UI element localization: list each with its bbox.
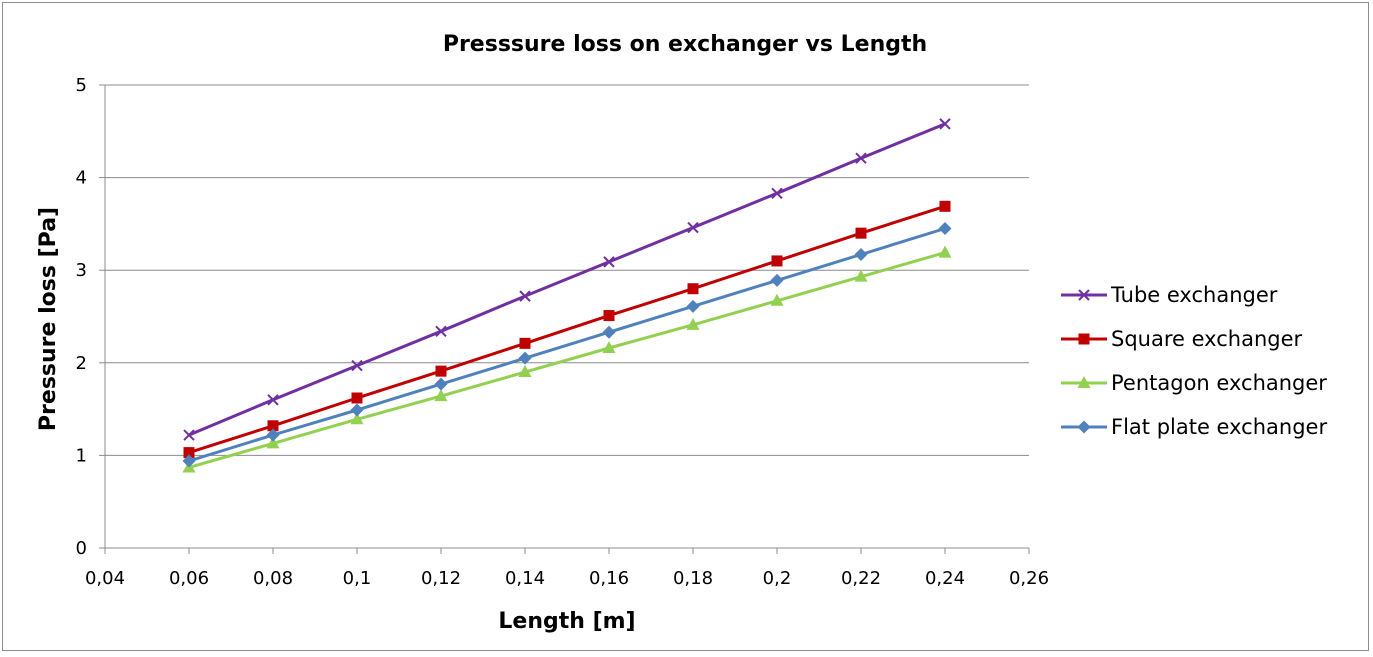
- data-point: [687, 221, 699, 234]
- legend: Tube exchanger Square exchanger Pentagon e…: [1061, 283, 1327, 439]
- data-point: [519, 290, 531, 302]
- data-point: [518, 365, 532, 378]
- data-point: [939, 200, 951, 212]
- data-point: [518, 351, 532, 365]
- y-tick-label: 5: [76, 75, 87, 96]
- x-tick-label: 0,06: [169, 568, 209, 589]
- series-line: [188, 251, 946, 469]
- series-square-exchanger: [183, 200, 951, 459]
- line-chart: Presssure loss on exchanger vs Length 0 1…: [36, 32, 1327, 634]
- x-tick-label: 0,12: [421, 568, 461, 589]
- data-point: [434, 377, 448, 391]
- data-point: [266, 436, 280, 449]
- x-tick-label: 0,04: [85, 568, 125, 589]
- x-tick-label: 0,08: [253, 568, 293, 589]
- x-tick-label: 0,26: [1009, 568, 1049, 589]
- marker-x-stroke: [1078, 289, 1090, 301]
- gridlines: [105, 84, 1029, 456]
- x-tick-labels: 0,04 0,06 0,08 0,1 0,12 0,14 0,16 0,18 0,2 0,22 0,…: [85, 568, 1049, 589]
- marker-x-stroke: [519, 290, 531, 302]
- legend-item: Pentagon exchanger: [1061, 371, 1327, 395]
- marker-x-stroke: [351, 359, 363, 372]
- data-point: [603, 310, 615, 322]
- legend-label: Flat plate exchanger: [1111, 415, 1327, 439]
- data-point: [770, 293, 784, 306]
- legend-marker: [1077, 376, 1091, 388]
- series-tube-exchanger: [183, 118, 951, 441]
- data-point: [266, 428, 280, 442]
- data-point: [434, 389, 448, 402]
- marker-x-stroke: [435, 325, 447, 338]
- series-line: [188, 227, 946, 463]
- legend-item: Square exchanger: [1061, 327, 1302, 351]
- data-point: [267, 420, 279, 432]
- data-point: [687, 283, 699, 295]
- data-point: [351, 392, 363, 404]
- legend-marker: [1078, 289, 1090, 301]
- y-tick-label: 2: [76, 353, 87, 374]
- marker-x-stroke: [939, 118, 951, 130]
- data-point: [938, 222, 952, 236]
- data-point: [519, 337, 531, 349]
- legend-label: Pentagon exchanger: [1111, 371, 1327, 395]
- x-tick-label: 0,1: [343, 568, 372, 589]
- y-tick-labels: 0 1 2 3 4 5: [76, 75, 87, 559]
- series-flat-plate-exchanger: [182, 222, 952, 468]
- axes: [99, 84, 1030, 554]
- x-axis-title: Length [m]: [498, 609, 635, 634]
- y-tick-label: 3: [76, 260, 87, 281]
- x-tick-label: 0,2: [763, 568, 792, 589]
- data-point: [602, 325, 616, 339]
- data-point: [603, 256, 615, 268]
- y-tick-label: 1: [76, 445, 87, 466]
- legend-item: Tube exchanger: [1061, 283, 1278, 307]
- data-point: [686, 317, 700, 330]
- series-line: [188, 204, 946, 455]
- data-point: [435, 325, 447, 338]
- plot-area: [182, 118, 952, 473]
- data-point: [855, 227, 867, 239]
- data-point: [350, 412, 364, 425]
- y-tick-label: 4: [76, 168, 87, 189]
- series-line: [188, 122, 946, 437]
- data-point: [435, 365, 447, 377]
- x-tick-label: 0,18: [673, 568, 713, 589]
- marker-x-stroke: [771, 187, 783, 200]
- x-tick-label: 0,14: [505, 568, 545, 589]
- data-point: [854, 247, 868, 261]
- data-point: [855, 152, 867, 164]
- legend-label: Square exchanger: [1111, 327, 1302, 351]
- data-point: [183, 429, 195, 441]
- marker-x-stroke: [687, 221, 699, 234]
- chart-title: Presssure loss on exchanger vs Length: [443, 32, 927, 57]
- data-point: [686, 299, 700, 313]
- data-point: [350, 403, 364, 417]
- data-point: [183, 447, 195, 459]
- data-point: [602, 340, 616, 353]
- legend-item: Flat plate exchanger: [1061, 415, 1327, 439]
- data-point: [770, 273, 784, 287]
- data-point: [939, 118, 951, 130]
- marker-x-stroke: [855, 152, 867, 164]
- x-tick-label: 0,24: [925, 568, 965, 589]
- legend-marker: [1077, 420, 1091, 434]
- data-point: [267, 394, 279, 406]
- data-point: [771, 187, 783, 200]
- marker-x-stroke: [183, 429, 195, 441]
- marker-x-stroke: [603, 256, 615, 268]
- data-point: [351, 359, 363, 372]
- data-point: [182, 454, 196, 468]
- data-point: [854, 269, 868, 282]
- y-tick-label: 0: [76, 538, 87, 559]
- data-point: [938, 245, 952, 258]
- legend-marker: [1078, 333, 1090, 345]
- y-axis-title: Pressure loss [Pa]: [36, 207, 61, 431]
- x-tick-label: 0,22: [841, 568, 881, 589]
- data-point: [771, 255, 783, 267]
- marker-x-stroke: [267, 394, 279, 406]
- legend-label: Tube exchanger: [1110, 283, 1278, 307]
- x-tick-label: 0,16: [589, 568, 629, 589]
